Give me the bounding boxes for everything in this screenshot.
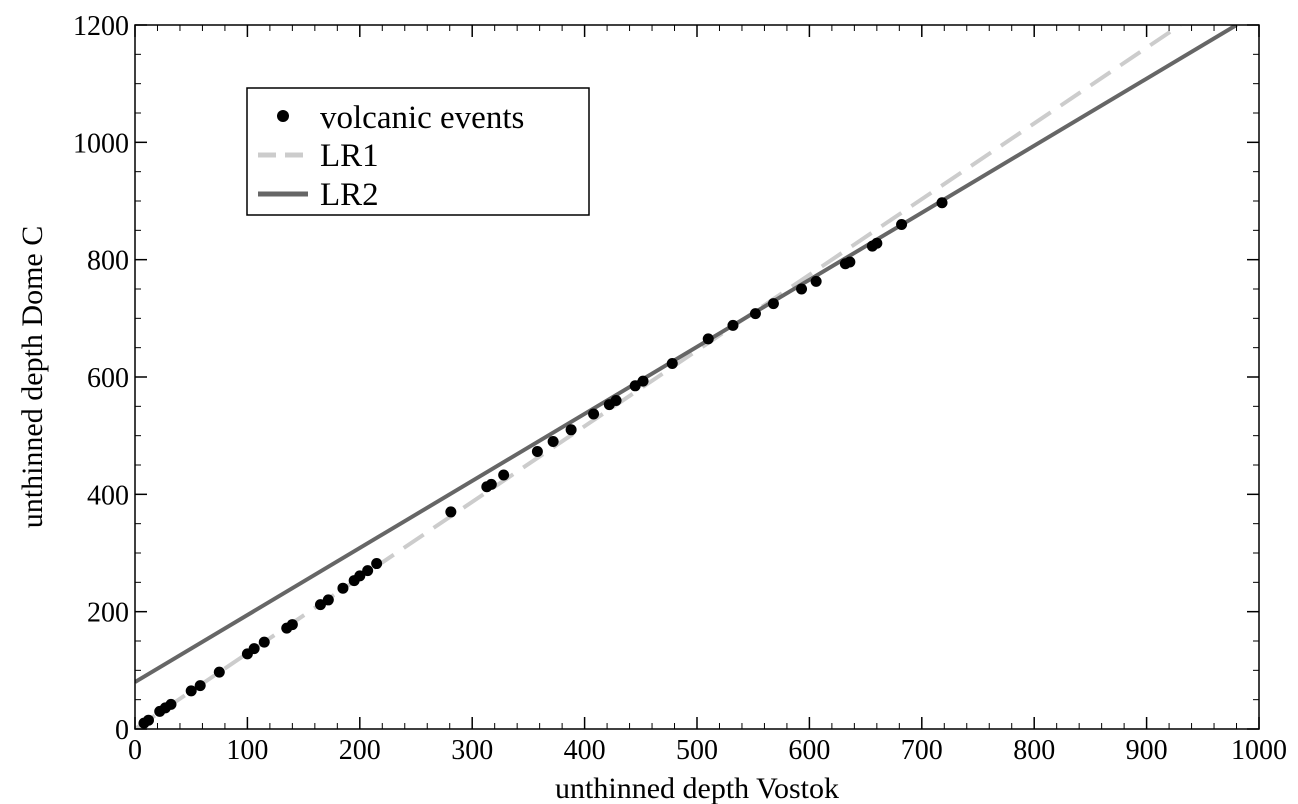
volcanic-event-point xyxy=(666,358,678,370)
volcanic-event-point xyxy=(354,570,366,582)
tick-labels: 0 100 200 300 400 500 600 700 800 900 1000 0 200 400 6… xyxy=(73,11,1287,766)
x-tick-label: 800 xyxy=(1013,735,1055,766)
y-axis-title: unthinned depth Dome C xyxy=(16,226,49,528)
volcanic-event-point xyxy=(185,685,197,697)
x-tick-label: 100 xyxy=(226,735,268,766)
volcanic-event-point xyxy=(371,558,383,570)
axis-ticks xyxy=(134,24,1260,730)
volcanic-event-point xyxy=(637,375,649,387)
x-tick-label: 700 xyxy=(901,735,943,766)
legend: volcanic events LR1 LR2 xyxy=(246,87,590,216)
volcanic-event-point xyxy=(213,666,225,678)
y-tick-label: 200 xyxy=(87,598,129,629)
y-tick-label: 600 xyxy=(87,363,129,394)
volcanic-event-point xyxy=(498,469,510,481)
x-tick-label: 600 xyxy=(788,735,830,766)
x-tick-label: 0 xyxy=(128,735,142,766)
legend-label-volcanic-events: volcanic events xyxy=(320,100,524,136)
volcanic-event-point xyxy=(547,436,559,448)
volcanic-event-point xyxy=(165,698,177,710)
series-line-lr2 xyxy=(135,25,1238,684)
legend-label-lr2: LR2 xyxy=(320,177,379,213)
volcanic-event-point xyxy=(796,283,808,295)
volcanic-event-point xyxy=(844,256,856,268)
x-tick-label: 400 xyxy=(564,735,606,766)
y-tick-label: 400 xyxy=(87,480,129,511)
volcanic-event-point xyxy=(142,714,154,726)
legend-marker-volcanic-events xyxy=(277,110,289,122)
x-tick-label: 500 xyxy=(676,735,718,766)
series-line-lr1 xyxy=(135,25,1182,729)
volcanic-event-point xyxy=(565,424,577,436)
legend-label-lr1: LR1 xyxy=(320,138,379,174)
series-lines xyxy=(135,25,1238,729)
volcanic-event-point xyxy=(896,218,908,230)
volcanic-event-point xyxy=(727,319,739,331)
volcanic-event-point xyxy=(194,680,206,692)
volcanic-event-point xyxy=(337,582,349,594)
volcanic-event-point xyxy=(936,197,948,209)
volcanic-event-point xyxy=(767,298,779,310)
volcanic-event-point xyxy=(749,308,761,320)
volcanic-event-point xyxy=(871,237,883,249)
volcanic-event-point xyxy=(810,275,822,287)
x-tick-label: 200 xyxy=(339,735,381,766)
x-tick-label: 1000 xyxy=(1231,735,1287,766)
volcanic-event-point xyxy=(531,446,543,458)
x-tick-label: 300 xyxy=(451,735,493,766)
volcanic-event-point xyxy=(322,594,334,606)
volcanic-event-point xyxy=(702,333,714,345)
x-tick-label: 900 xyxy=(1126,735,1168,766)
volcanic-event-point xyxy=(248,643,260,655)
volcanic-event-point xyxy=(445,506,457,518)
volcanic-event-point xyxy=(362,565,374,577)
volcanic-event-point xyxy=(588,408,600,420)
y-tick-label: 0 xyxy=(115,715,129,746)
volcanic-event-point xyxy=(485,478,497,490)
volcanic-event-point xyxy=(610,394,622,406)
y-tick-label: 1000 xyxy=(73,128,129,159)
x-axis-title: unthinned depth Vostok xyxy=(555,772,839,804)
data-points xyxy=(138,197,948,729)
y-tick-label: 800 xyxy=(87,246,129,277)
y-tick-label: 1200 xyxy=(73,11,129,42)
volcanic-event-point xyxy=(258,636,270,648)
volcanic-event-point xyxy=(286,619,298,631)
